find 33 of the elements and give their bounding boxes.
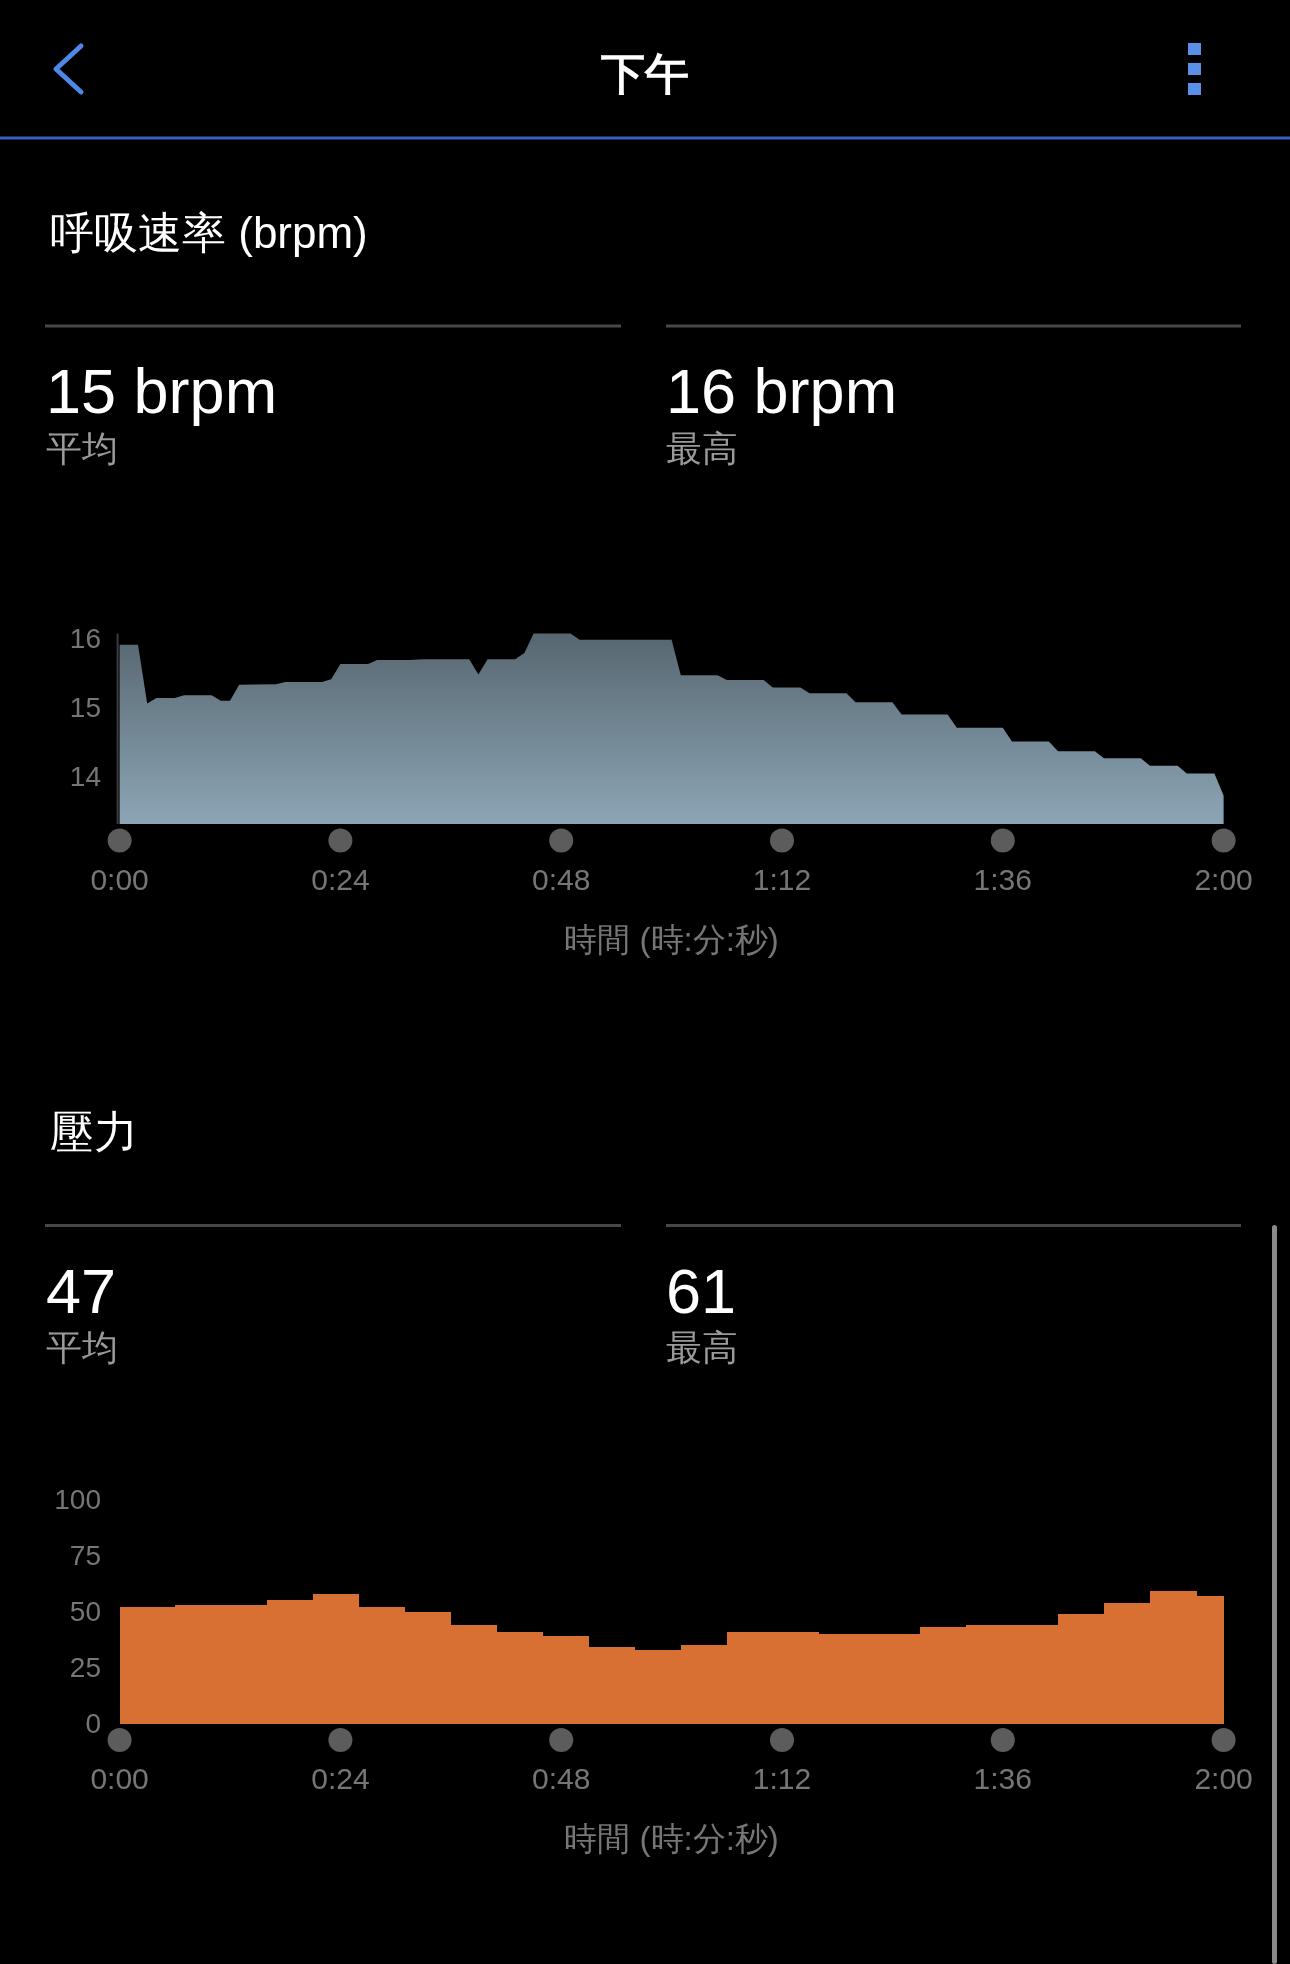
y-tick-label: 50 bbox=[69, 1596, 101, 1627]
y-tick-label: 100 bbox=[54, 1484, 101, 1515]
x-tick-label: 2:00 bbox=[1194, 1762, 1253, 1795]
x-tick-label: 2:00 bbox=[1194, 862, 1253, 896]
x-axis-title: 時間 (時:分:秒) bbox=[564, 920, 779, 958]
x-tick-label: 0:00 bbox=[90, 862, 149, 896]
x-tick-label: 1:36 bbox=[973, 1762, 1032, 1795]
text: 最高 bbox=[666, 427, 738, 469]
text: 47 bbox=[46, 1255, 117, 1326]
text: 最高 bbox=[666, 1327, 738, 1368]
x-tick-label: 1:12 bbox=[752, 1762, 812, 1795]
x-tick-label: 1:36 bbox=[973, 862, 1032, 896]
y-tick-label: 14 bbox=[69, 761, 101, 793]
x-axis-title: 時間 (時:分:秒) bbox=[564, 1820, 779, 1857]
y-tick-label: 15 bbox=[69, 692, 101, 724]
y-tick-label: 75 bbox=[69, 1540, 101, 1571]
text: 平均 bbox=[46, 427, 118, 469]
y-tick-label: 25 bbox=[69, 1652, 101, 1683]
text: 平均 bbox=[46, 1327, 118, 1368]
x-tick-label: 0:00 bbox=[90, 1762, 149, 1795]
x-tick-label: 0:48 bbox=[532, 1762, 591, 1795]
text: 61 bbox=[666, 1255, 737, 1326]
text: 15 brpm bbox=[46, 356, 278, 426]
x-tick-label: 0:24 bbox=[311, 1762, 370, 1795]
y-tick-label: 16 bbox=[69, 622, 101, 654]
x-tick-label: 1:12 bbox=[752, 862, 812, 896]
text: 下午 bbox=[601, 48, 689, 98]
chart-title: 壓力 bbox=[50, 1107, 138, 1156]
x-tick-label: 0:24 bbox=[311, 862, 370, 896]
y-tick-label: 0 bbox=[85, 1708, 101, 1739]
text: 16 brpm bbox=[666, 356, 898, 426]
chart-title: 呼吸速率 (brpm) bbox=[50, 207, 368, 257]
x-tick-label: 0:48 bbox=[532, 862, 591, 896]
